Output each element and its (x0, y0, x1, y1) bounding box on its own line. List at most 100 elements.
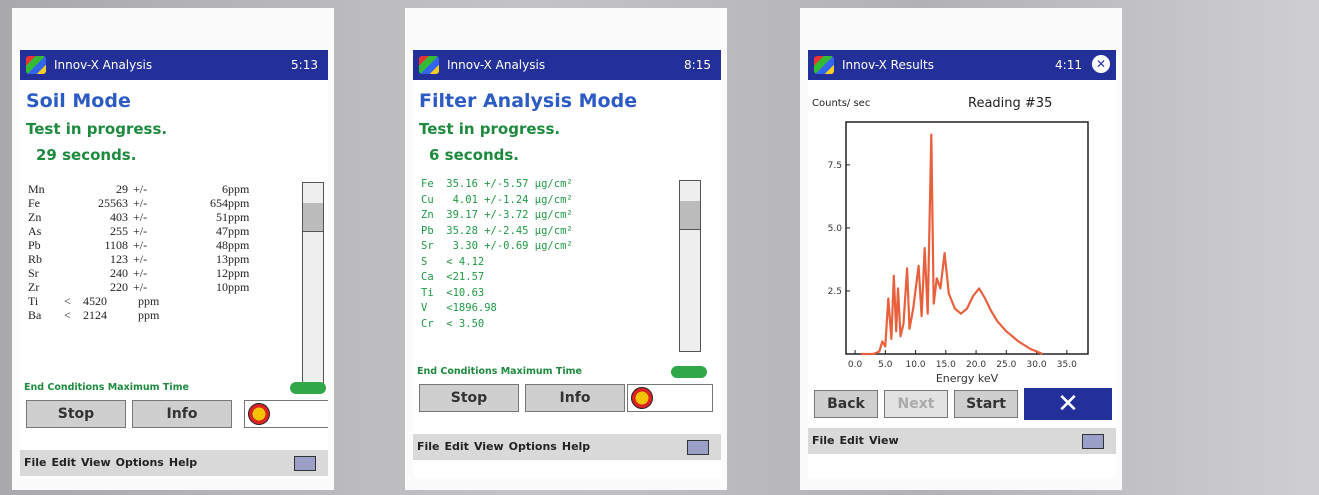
menu-item[interactable]: View (869, 434, 899, 447)
result-cell: 51 (188, 210, 228, 225)
scrollbar[interactable] (302, 182, 324, 384)
result-cell: 6 (188, 182, 228, 197)
menu-item[interactable]: Edit (445, 440, 469, 453)
button: Next (884, 390, 948, 418)
mode-title: Soil Mode (26, 90, 131, 112)
menu-item[interactable]: View (474, 440, 504, 453)
result-cell: +/- (133, 238, 163, 253)
menu-item[interactable]: Edit (840, 434, 864, 447)
start-logo[interactable] (26, 56, 46, 74)
menu-item[interactable]: View (81, 456, 111, 469)
result-cell: +/- (133, 252, 163, 267)
result-cell: Rb (28, 252, 58, 267)
elapsed-time: 29 seconds. (36, 146, 136, 164)
toggle[interactable] (290, 382, 326, 394)
menu-item[interactable]: Options (116, 456, 164, 469)
x-tick-label: 15.0 (936, 360, 956, 370)
result-row: Ti <10.63 (421, 287, 691, 303)
brand-logo: ✕ (1024, 388, 1112, 420)
result-cell: +/- (133, 210, 163, 225)
scroll-thumb[interactable] (680, 201, 700, 230)
close-button[interactable]: ✕ (1092, 55, 1110, 73)
menu-item[interactable]: Help (169, 456, 197, 469)
button[interactable]: Stop (419, 384, 519, 412)
result-cell: Ti (28, 294, 58, 309)
result-cell: Zr (28, 280, 58, 295)
toggle[interactable] (671, 366, 707, 378)
test-status: Test in progress. (26, 120, 167, 138)
menu-item[interactable]: Help (562, 440, 590, 453)
plot-frame (846, 122, 1088, 354)
result-cell: 4520 (83, 294, 133, 309)
result-cell: ppm (228, 182, 268, 197)
result-row: Pb 35.28 +/-2.45 µg/cm² (421, 225, 691, 241)
result-cell: 1108 (78, 238, 128, 253)
result-cell: 29 (78, 182, 128, 197)
target-icon (631, 387, 653, 409)
x-tick-label: 5.0 (878, 360, 893, 370)
result-row: Zn 39.17 +/-3.72 µg/cm² (421, 209, 691, 225)
end-conditions: End Conditions Maximum Time (417, 366, 582, 377)
result-row: S < 4.12 (421, 256, 691, 272)
button[interactable]: Start (954, 390, 1018, 418)
result-cell: ppm (228, 224, 268, 239)
menu-item[interactable]: Options (509, 440, 557, 453)
menu-item[interactable]: File (24, 456, 47, 469)
clock: 8:15 (684, 58, 711, 72)
result-cell: ppm (138, 308, 178, 323)
result-cell: +/- (133, 182, 163, 197)
result-row: Cu 4.01 +/-1.24 µg/cm² (421, 194, 691, 210)
result-cell: 47 (188, 224, 228, 239)
result-cell: ppm (228, 238, 268, 253)
start-logo[interactable] (419, 56, 439, 74)
scrollbar[interactable] (679, 180, 701, 352)
result-cell: 2124 (83, 308, 133, 323)
menu-item[interactable]: File (812, 434, 835, 447)
button[interactable]: Stop (26, 400, 126, 428)
pda-screen: Innov-X Results4:11✕Counts/ secReading #… (808, 50, 1116, 478)
scroll-thumb[interactable] (303, 203, 323, 232)
keyboard-icon[interactable] (294, 456, 316, 471)
keyboard-icon[interactable] (1082, 434, 1104, 449)
reading-number: Reading #35 (968, 96, 1052, 111)
result-row: Sr 3.30 +/-0.69 µg/cm² (421, 240, 691, 256)
end-conditions: End Conditions Maximum Time (24, 382, 189, 393)
button[interactable]: Info (525, 384, 625, 412)
result-cell: ppm (228, 210, 268, 225)
result-cell: ppm (228, 266, 268, 281)
result-cell: < (64, 308, 82, 323)
start-logo[interactable] (814, 56, 834, 74)
menu-item[interactable]: Edit (52, 456, 76, 469)
result-cell: 654 (188, 196, 228, 211)
menu-bar: File Edit View Options Help (413, 434, 721, 460)
target-field[interactable] (627, 384, 713, 412)
button[interactable]: Back (814, 390, 878, 418)
target-field[interactable] (244, 400, 328, 428)
elapsed-time: 6 seconds. (429, 146, 519, 164)
result-cell: Pb (28, 238, 58, 253)
menu-item[interactable]: File (417, 440, 440, 453)
result-cell: Sr (28, 266, 58, 281)
test-status: Test in progress. (419, 120, 560, 138)
mode-title: Filter Analysis Mode (419, 90, 637, 112)
y-tick-label: 5.0 (828, 224, 843, 234)
result-cell: Fe (28, 196, 58, 211)
result-cell: 13 (188, 252, 228, 267)
keyboard-icon[interactable] (687, 440, 709, 455)
button[interactable]: Info (132, 400, 232, 428)
